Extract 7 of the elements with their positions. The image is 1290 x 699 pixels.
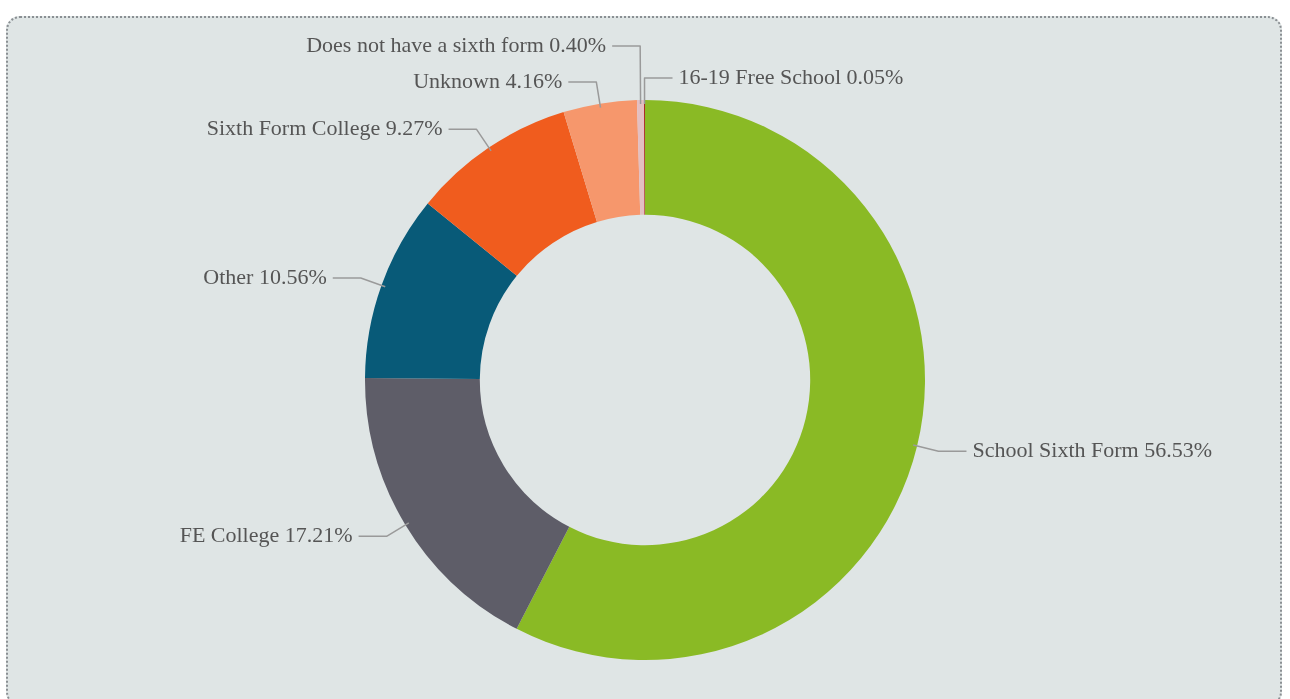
slice-label: Unknown 4.16% xyxy=(413,67,563,93)
slice-label: Does not have a sixth form 0.40% xyxy=(306,31,607,57)
slice-label: FE College 17.21% xyxy=(179,522,353,548)
slice-label: Sixth Form College 9.27% xyxy=(206,115,443,141)
slice-label: Other 10.56% xyxy=(203,263,327,289)
slice-label: 16-19 Free School 0.05% xyxy=(678,63,904,89)
slice-label: School Sixth Form 56.53% xyxy=(972,437,1213,462)
